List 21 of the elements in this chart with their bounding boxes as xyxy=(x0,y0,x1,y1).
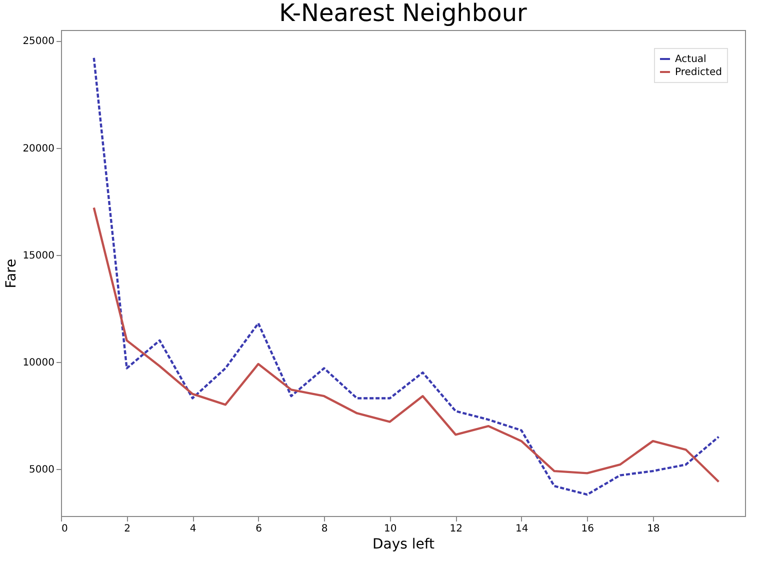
legend-label: Predicted xyxy=(675,67,722,78)
x-tick-label: 8 xyxy=(321,524,328,534)
x-tick-label: 4 xyxy=(190,524,196,534)
chart-title: K-Nearest Neighbour xyxy=(279,0,528,27)
x-tick-label: 14 xyxy=(516,524,528,534)
x-tick-label: 12 xyxy=(450,524,462,534)
legend-label: Actual xyxy=(675,54,706,65)
x-tick-label: 6 xyxy=(256,524,262,534)
x-tick-label: 10 xyxy=(384,524,397,534)
y-axis-title: Fare xyxy=(4,258,20,288)
y-tick-label: 10000 xyxy=(22,357,54,368)
y-tick-label: 15000 xyxy=(22,250,54,262)
x-tick-label: 18 xyxy=(647,524,660,534)
x-tick-label: 16 xyxy=(581,524,594,534)
line-series xyxy=(92,206,720,483)
y-tick-label: 25000 xyxy=(22,36,54,48)
x-axis-title: Days left xyxy=(372,536,436,552)
x-tick-label: 2 xyxy=(124,524,130,534)
y-tick-label: 5000 xyxy=(29,464,54,476)
y-tick-label: 20000 xyxy=(22,143,54,154)
x-tick-label: 0 xyxy=(62,524,68,534)
